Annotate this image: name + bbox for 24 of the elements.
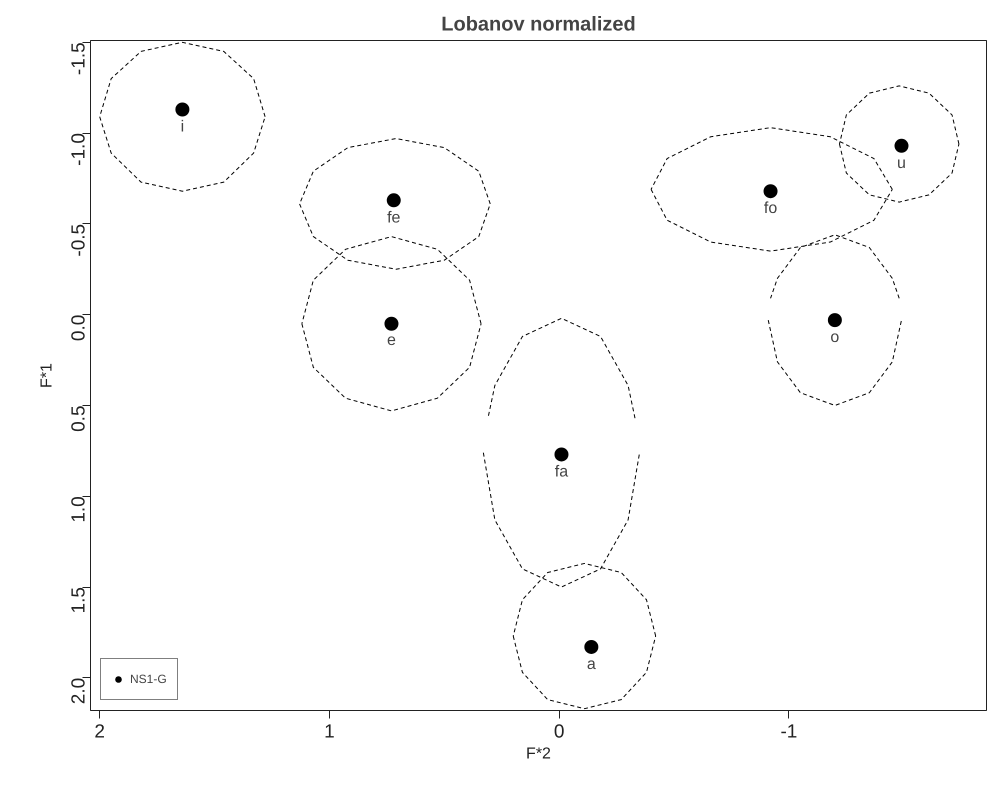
y-axis-title: F*1 [38, 362, 56, 388]
annotation: fe [387, 209, 401, 226]
y-tick-label: 0.0 [68, 314, 90, 342]
x-tick-label: 0 [554, 722, 564, 742]
x-tick-label: 2 [94, 722, 105, 742]
y-tick-label: -0.5 [68, 224, 90, 257]
y-tick-label: 2.0 [68, 678, 90, 704]
annotation: u [897, 154, 906, 172]
y-tick-label: 1.5 [68, 587, 90, 614]
x-tick-label: 1 [324, 722, 335, 742]
y-tick-label: -1.0 [68, 133, 90, 166]
annotation: o [830, 329, 840, 346]
x-tick-label: -1 [780, 722, 798, 742]
annotation: i [180, 118, 184, 136]
annotation: e [387, 332, 396, 349]
annotation: fa [554, 463, 568, 480]
chart-title: Lobanov normalized [441, 14, 636, 36]
legend-label: NS1-G [130, 672, 167, 686]
y-tick-label: 1.0 [68, 496, 90, 523]
x-axis-title: F*2 [526, 746, 552, 762]
y-tick-label: 0.5 [68, 405, 90, 432]
y-tick-label: -1.5 [68, 42, 90, 76]
annotation: fo [764, 200, 778, 218]
annotation: a [586, 656, 596, 673]
